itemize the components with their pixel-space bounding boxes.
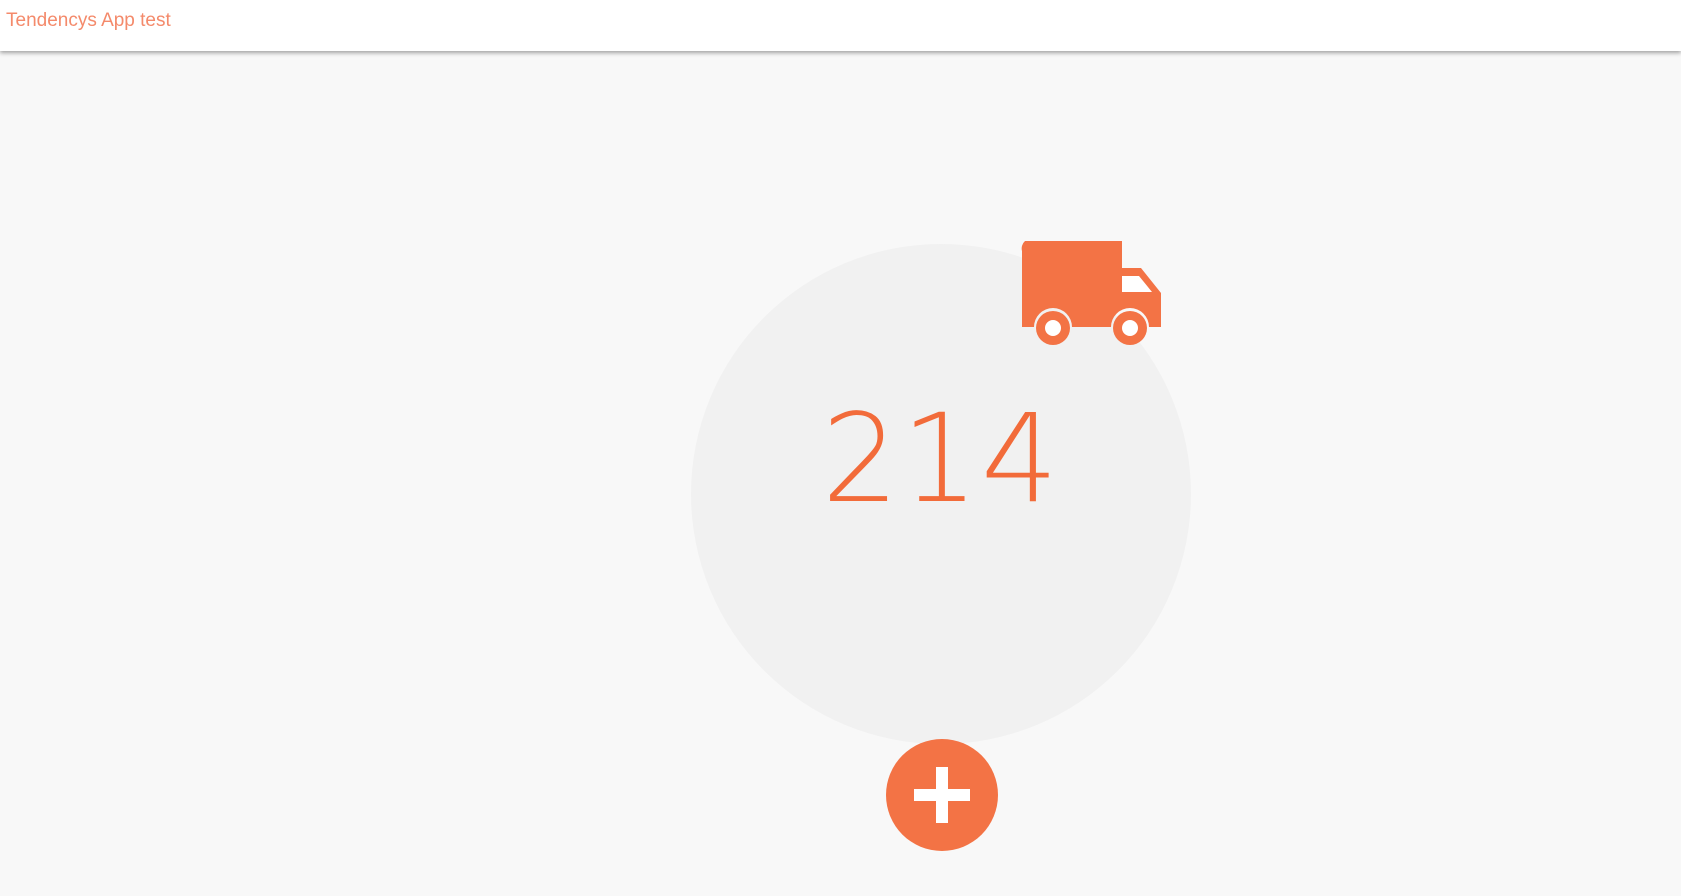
add-button[interactable]: [886, 739, 998, 851]
plus-icon: [914, 767, 970, 823]
main-content: 214: [0, 51, 1681, 896]
counter-value: 214: [821, 388, 1061, 530]
app-bar: Tendencys App test: [0, 0, 1681, 51]
truck-icon: [1021, 241, 1161, 345]
counter-circle: [691, 244, 1191, 744]
app-title: Tendencys App test: [6, 10, 171, 31]
